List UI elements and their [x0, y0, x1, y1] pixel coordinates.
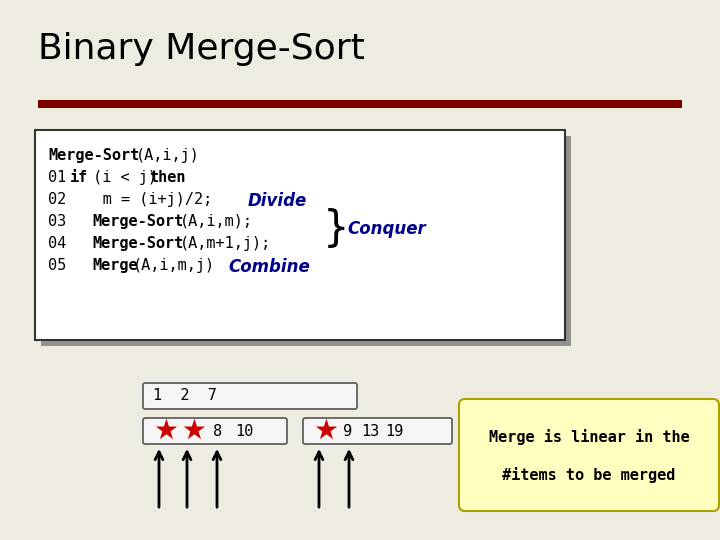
Text: 05: 05 — [48, 258, 103, 273]
Text: then: then — [149, 170, 186, 185]
FancyBboxPatch shape — [143, 383, 357, 409]
Text: ★: ★ — [153, 417, 178, 445]
Text: (i < j): (i < j) — [84, 170, 166, 185]
Text: (A,i,m);: (A,i,m); — [180, 214, 253, 229]
Text: if: if — [70, 170, 89, 185]
Text: 8: 8 — [213, 423, 222, 438]
Text: 03: 03 — [48, 214, 103, 229]
Text: 04: 04 — [48, 236, 103, 251]
FancyBboxPatch shape — [35, 130, 565, 340]
Text: 19: 19 — [385, 423, 403, 438]
Text: (A,i,j): (A,i,j) — [136, 148, 200, 163]
Text: Merge: Merge — [92, 258, 138, 273]
Text: Conquer: Conquer — [347, 220, 426, 238]
Text: 01: 01 — [48, 170, 76, 185]
Text: 10: 10 — [235, 423, 253, 438]
Text: (A,m+1,j);: (A,m+1,j); — [180, 236, 271, 251]
Text: Merge-Sort: Merge-Sort — [92, 214, 184, 229]
Text: 02    m = (i+j)/2;: 02 m = (i+j)/2; — [48, 192, 212, 207]
Text: Combine: Combine — [228, 258, 310, 276]
FancyBboxPatch shape — [41, 136, 571, 346]
Text: 1  2  7: 1 2 7 — [153, 388, 217, 403]
FancyBboxPatch shape — [459, 399, 719, 511]
Text: Merge is linear in the: Merge is linear in the — [489, 429, 689, 445]
Text: (A,i,m,j): (A,i,m,j) — [133, 258, 215, 273]
Text: ★: ★ — [181, 417, 206, 445]
FancyBboxPatch shape — [143, 418, 287, 444]
Text: Divide: Divide — [248, 192, 307, 210]
Text: Merge-Sort: Merge-Sort — [48, 148, 139, 163]
Text: 9: 9 — [343, 423, 352, 438]
Text: 13: 13 — [361, 423, 379, 438]
Bar — [38, 100, 682, 108]
Text: #items to be merged: #items to be merged — [503, 467, 675, 483]
FancyBboxPatch shape — [303, 418, 452, 444]
Text: Merge-Sort: Merge-Sort — [92, 236, 184, 251]
Text: Binary Merge-Sort: Binary Merge-Sort — [38, 32, 365, 66]
Text: ★: ★ — [313, 417, 338, 445]
Text: }: } — [323, 208, 349, 250]
